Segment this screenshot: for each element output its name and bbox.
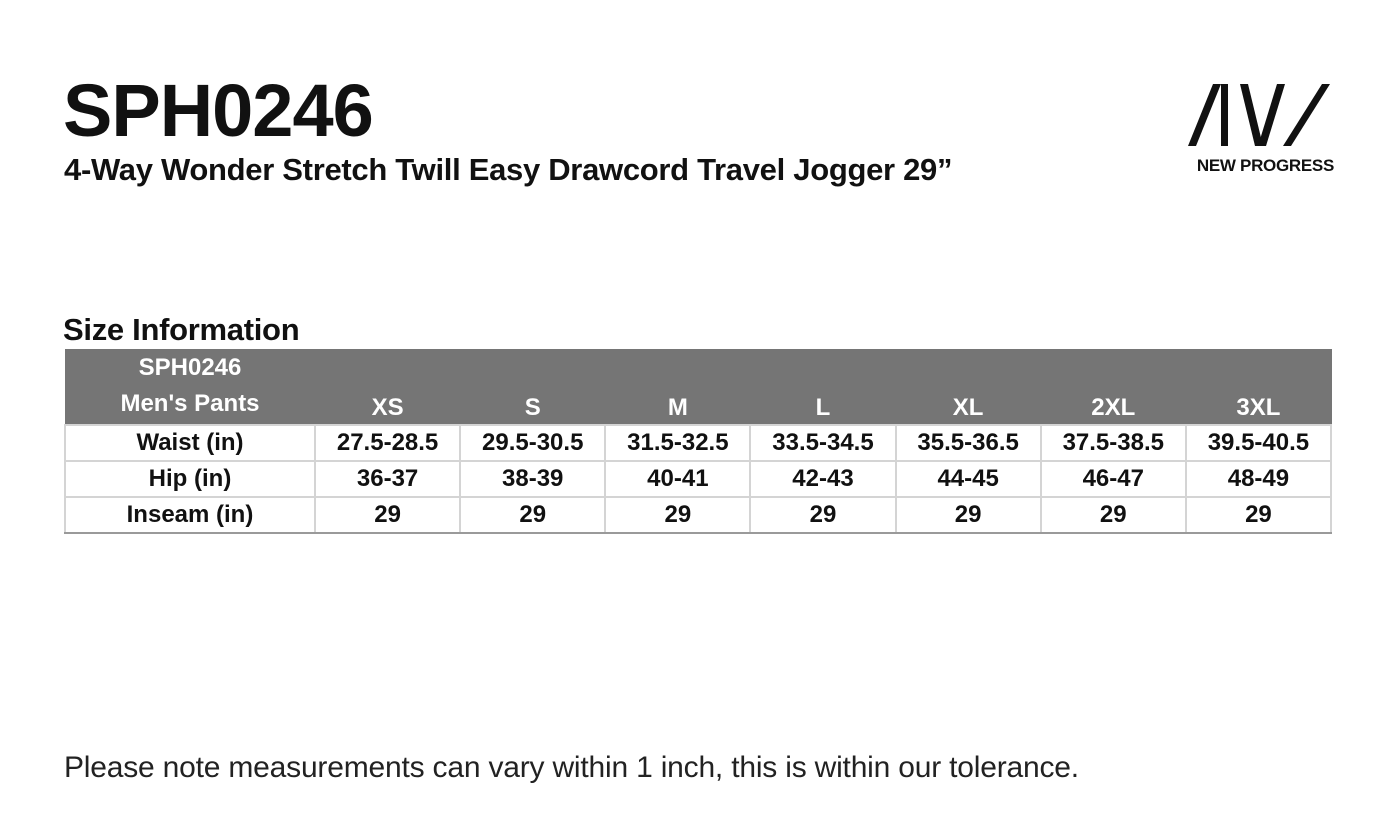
size-header: L (749, 349, 897, 426)
size-header: 2XL (1040, 349, 1187, 426)
table-cell: 36-37 (313, 460, 462, 498)
row-label: Waist (in) (64, 424, 316, 462)
table-cell: 29 (1039, 496, 1187, 534)
brand-name: NEW PROGRESS (1196, 156, 1334, 175)
table-cell: 42-43 (749, 460, 897, 498)
row-label: Hip (in) (64, 460, 316, 498)
table-cell: 29 (1184, 496, 1333, 534)
size-header: M (604, 349, 751, 426)
header-label-line1: SPH0246 (138, 354, 242, 381)
table-cell: 29.5-30.5 (459, 424, 607, 462)
table-cell: 31.5-32.5 (604, 424, 752, 462)
table-cell: 29 (604, 496, 752, 534)
table-cell: 29 (749, 496, 897, 534)
table-cell: 29 (459, 496, 607, 534)
table-row: Hip (in) 36-37 38-39 40-41 42-43 44-45 4… (64, 460, 1333, 498)
size-table: SPH0246 Men's Pants XS S M L XL 2XL 3XL … (64, 349, 1333, 534)
table-cell: 40-41 (604, 460, 752, 498)
product-title: 4-Way Wonder Stretch Twill Easy Drawcord… (64, 152, 953, 187)
table-cell: 33.5-34.5 (749, 424, 897, 462)
table-row: Waist (in) 27.5-28.5 29.5-30.5 31.5-32.5… (64, 424, 1333, 462)
table-cell: 46-47 (1039, 460, 1187, 498)
size-header: 3XL (1185, 349, 1332, 426)
table-row: Inseam (in) 29 29 29 29 29 29 29 (64, 496, 1333, 534)
section-title: Size Information (63, 312, 300, 347)
table-cell: 29 (894, 496, 1042, 534)
table-cell: 44-45 (894, 460, 1042, 498)
table-header-label: SPH0246 Men's Pants (64, 349, 316, 426)
size-header: S (459, 349, 606, 426)
brand-logo: NEW PROGRESS (1188, 84, 1334, 176)
size-header-row: SPH0246 Men's Pants XS S M L XL 2XL 3XL (64, 349, 1332, 426)
table-cell: 38-39 (459, 460, 607, 498)
table-cell: 48-49 (1184, 460, 1333, 498)
size-header: XL (895, 349, 1042, 426)
table-cell: 39.5-40.5 (1184, 424, 1333, 462)
table-cell: 29 (313, 496, 462, 534)
table-cell: 37.5-38.5 (1039, 424, 1187, 462)
tolerance-note: Please note measurements can vary within… (64, 751, 1079, 784)
table-cell: 35.5-36.5 (894, 424, 1042, 462)
header-label-line2: Men's Pants (120, 390, 260, 417)
table-cell: 27.5-28.5 (313, 424, 462, 462)
aiw-logo-icon (1188, 84, 1330, 146)
size-header: XS (314, 349, 461, 426)
product-code: SPH0246 (63, 69, 374, 152)
row-label: Inseam (in) (64, 496, 316, 534)
